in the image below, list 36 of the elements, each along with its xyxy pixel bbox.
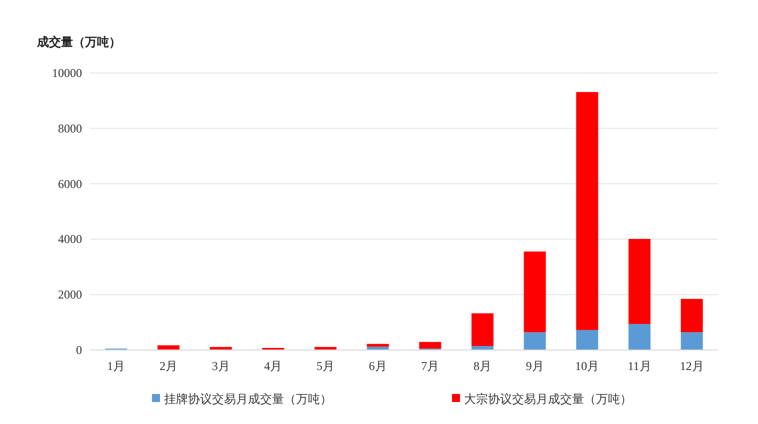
y-tick-label: 6000 [58, 176, 82, 191]
bar [628, 324, 650, 350]
bar [524, 332, 546, 350]
x-tick-label: 9月 [526, 359, 544, 373]
bar [680, 298, 703, 332]
legend-label: 大宗协议交易月成交量（万吨） [464, 392, 632, 406]
y-tick-label: 2000 [58, 288, 82, 302]
bar [628, 238, 650, 324]
bar [472, 313, 494, 346]
x-tick-label: 1月 [107, 359, 126, 373]
bar [419, 342, 442, 349]
x-tick-label: 5月 [316, 359, 334, 373]
y-tick-label: 8000 [58, 121, 82, 136]
y-tick-label: 0 [76, 343, 82, 357]
x-tick-label: 10月 [575, 359, 600, 373]
y-tick-label: 10000 [52, 66, 82, 80]
bar [314, 346, 336, 350]
bar [576, 330, 598, 350]
x-tick-label: 3月 [212, 359, 230, 373]
y-axis-title: 成交量（万吨） [36, 35, 121, 49]
y-tick-label: 4000 [58, 232, 82, 246]
x-tick-label: 8月 [474, 359, 492, 373]
x-tick-label: 6月 [368, 359, 387, 373]
legend-label: 挂牌协议交易月成交量（万吨） [164, 392, 332, 406]
bar [524, 252, 546, 332]
x-tick-label: 4月 [264, 359, 282, 373]
x-tick-label: 12月 [680, 359, 704, 373]
x-tick-label: 2月 [160, 359, 178, 373]
bar [158, 345, 180, 350]
bar [366, 346, 389, 350]
x-tick-label: 7月 [421, 359, 440, 373]
bar [680, 332, 703, 350]
x-tick-label: 11月 [628, 359, 652, 373]
bar [210, 346, 232, 350]
bar [576, 92, 598, 330]
bar [366, 344, 389, 347]
